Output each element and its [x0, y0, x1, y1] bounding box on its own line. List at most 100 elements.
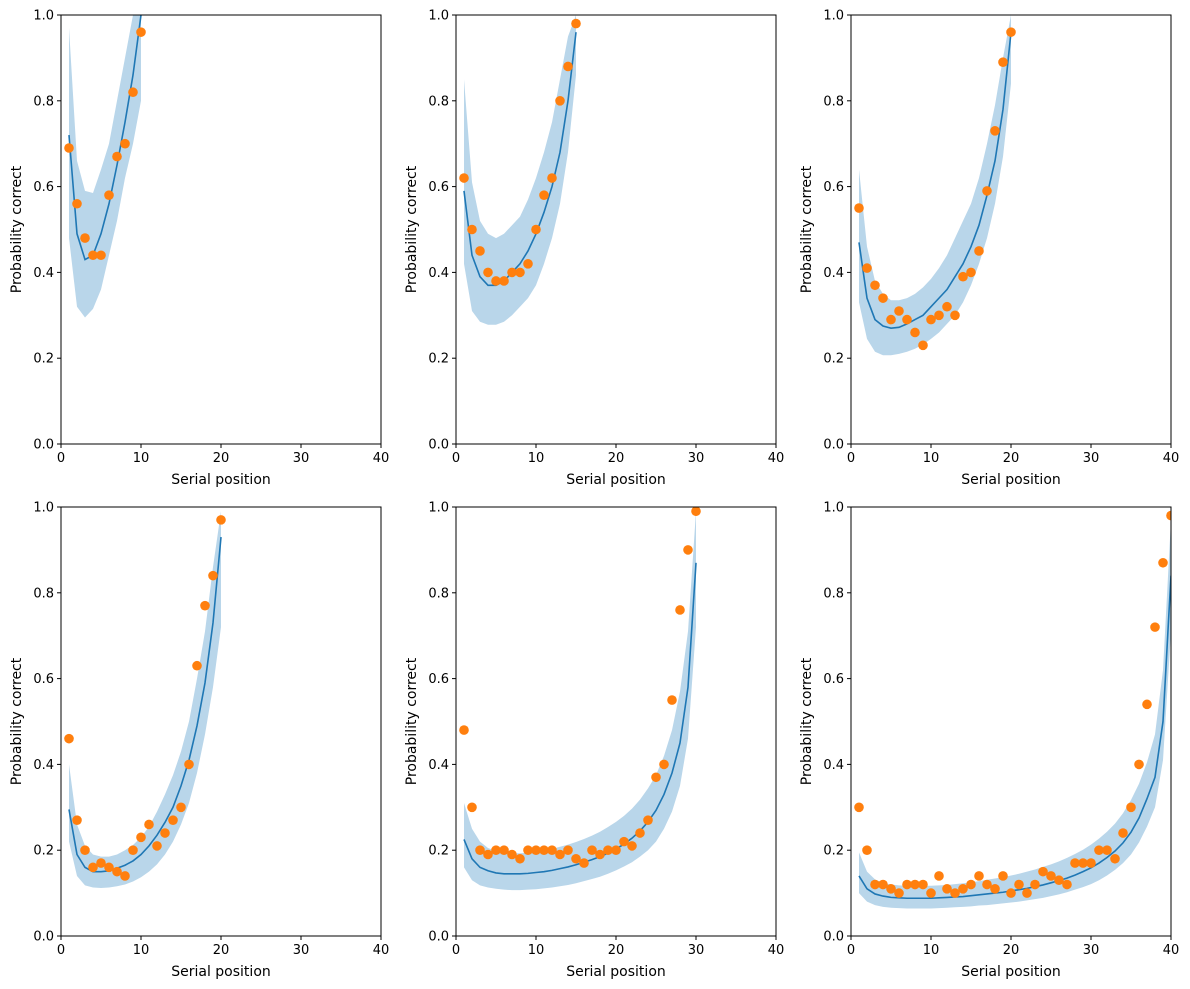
plot-area — [854, 15, 1016, 356]
observed-point — [611, 845, 621, 855]
observed-point — [958, 271, 968, 282]
observed-point — [942, 301, 952, 312]
observed-point — [104, 190, 114, 200]
observed-point — [515, 267, 525, 278]
x-tick-label: 30 — [293, 451, 310, 466]
plot-area — [64, 511, 226, 888]
observed-point — [467, 802, 477, 813]
observed-point — [571, 18, 581, 29]
observed-point — [475, 246, 485, 256]
observed-point — [72, 815, 82, 825]
y-axis-label: Probability correct — [9, 165, 25, 293]
observed-point — [870, 879, 880, 890]
observed-point — [176, 802, 186, 813]
x-tick-label: 0 — [57, 943, 65, 958]
observed-point — [902, 879, 912, 890]
observed-point — [64, 733, 74, 744]
observed-point — [974, 246, 984, 256]
observed-point — [878, 293, 888, 303]
x-tick-label: 40 — [768, 451, 785, 466]
observed-point — [1038, 866, 1048, 877]
observed-point — [990, 126, 1000, 136]
observed-point — [918, 340, 928, 351]
observed-point — [563, 61, 573, 72]
observed-point — [547, 845, 557, 855]
observed-point — [491, 276, 501, 286]
x-tick-label: 10 — [528, 943, 545, 958]
observed-point — [80, 233, 90, 243]
y-tick-label: 0.2 — [33, 352, 54, 367]
observed-point — [64, 143, 74, 153]
y-tick-label: 0.2 — [428, 352, 449, 367]
y-tick-label: 0.0 — [823, 438, 844, 453]
observed-point — [72, 198, 82, 209]
subplot-4: 0 10 20 30 40 0.0 0.2 0.4 0.6 0.8 1.0 Serial positi… — [9, 501, 389, 981]
observed-point — [459, 173, 469, 183]
x-tick-label: 10 — [133, 451, 150, 466]
x-tick-label: 30 — [293, 943, 310, 958]
y-tick-label: 0.0 — [823, 930, 844, 945]
observed-point — [878, 879, 888, 890]
axes-frame — [850, 506, 1172, 937]
observed-point — [88, 862, 98, 873]
observed-point — [491, 845, 501, 855]
observed-point — [523, 259, 533, 269]
y-tick-label: 0.8 — [823, 94, 844, 109]
observed-point — [862, 263, 872, 273]
x-axis-label: Serial position — [171, 472, 271, 488]
observed-point — [990, 884, 1000, 894]
y-axis-label: Probability correct — [799, 165, 815, 293]
subplot-6: 0 10 20 30 40 0.0 0.2 0.4 0.6 0.8 1.0 Serial positi… — [799, 501, 1179, 981]
model-interval-band — [464, 511, 696, 891]
observed-point — [539, 845, 549, 855]
observed-point — [934, 871, 944, 881]
x-tick-label: 30 — [1083, 943, 1100, 958]
model-interval-band — [464, 15, 576, 325]
x-axis-label: Serial position — [961, 472, 1061, 488]
observed-point — [1006, 27, 1016, 37]
observed-point — [918, 879, 928, 890]
y-tick-label: 1.0 — [33, 9, 54, 24]
observed-point — [459, 725, 469, 735]
model-mean-line — [68, 15, 142, 261]
y-tick-label: 0.8 — [823, 586, 844, 601]
observed-point — [862, 845, 872, 855]
x-axis-label: Serial position — [171, 964, 271, 980]
y-tick-label: 0.8 — [428, 94, 449, 109]
y-tick-label: 0.4 — [823, 758, 844, 773]
observed-point — [1054, 875, 1064, 886]
observed-point — [192, 660, 202, 671]
y-tick-label: 0.4 — [33, 758, 54, 773]
observed-point — [539, 190, 549, 200]
y-tick-label: 0.0 — [33, 438, 54, 453]
observed-point — [950, 310, 960, 321]
y-tick-label: 0.6 — [823, 672, 844, 687]
observed-point — [1046, 871, 1056, 881]
observed-point — [683, 545, 693, 555]
observed-point — [571, 853, 581, 864]
x-tick-label: 10 — [528, 451, 545, 466]
x-tick-label: 20 — [213, 451, 230, 466]
observed-point — [926, 314, 936, 325]
x-tick-label: 0 — [847, 943, 855, 958]
observed-point — [555, 96, 565, 106]
observed-point — [136, 27, 146, 37]
plot-area — [459, 15, 581, 325]
y-tick-label: 0.6 — [428, 180, 449, 195]
y-tick-label: 0.2 — [823, 844, 844, 859]
x-tick-label: 40 — [1163, 943, 1180, 958]
observed-point — [120, 138, 130, 149]
observed-point — [483, 849, 493, 860]
observed-point — [998, 871, 1008, 881]
y-tick-label: 0.0 — [33, 930, 54, 945]
observed-point — [499, 845, 509, 855]
observed-point — [1030, 879, 1040, 890]
x-tick-label: 20 — [608, 943, 625, 958]
model-interval-band — [69, 15, 141, 318]
observed-point — [104, 862, 114, 873]
observed-point — [958, 884, 968, 894]
x-tick-label: 40 — [373, 943, 390, 958]
observed-point — [910, 879, 920, 890]
plot-area — [459, 507, 701, 891]
observed-point — [96, 858, 106, 868]
